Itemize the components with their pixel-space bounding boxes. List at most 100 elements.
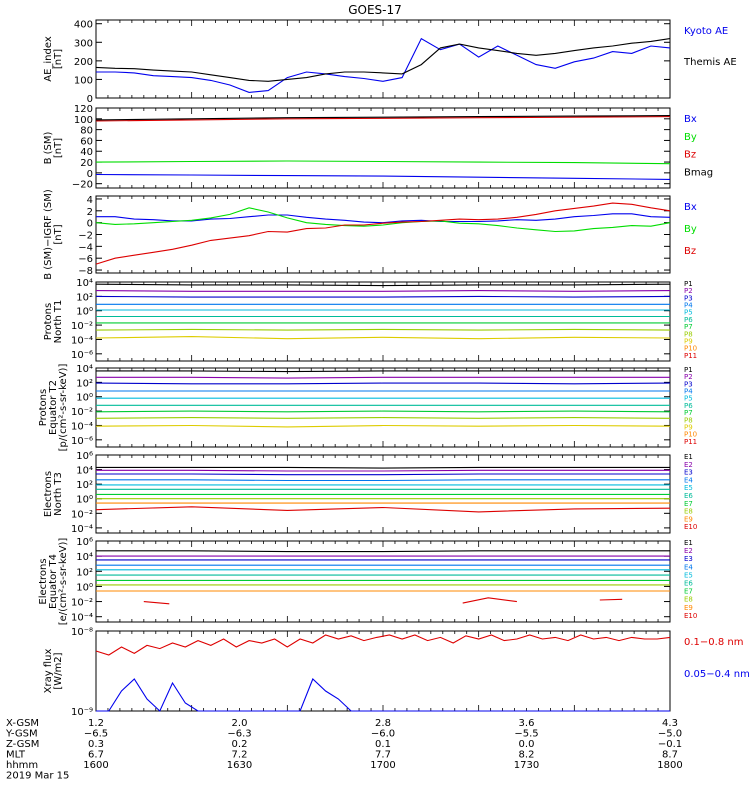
- y-axis-label: Protons: [38, 389, 49, 426]
- y-tick-label: 200: [74, 57, 93, 68]
- legend-entry: P1: [684, 366, 693, 374]
- legend-entry: Bx: [684, 114, 697, 125]
- legend-entry: Bz: [684, 150, 696, 161]
- series-line-Bz: [95, 202, 671, 265]
- series-line-P7: [95, 410, 671, 413]
- y-axis-label: [W/m2]: [53, 652, 64, 689]
- y-tick-label: 10⁻⁴: [71, 335, 93, 346]
- y-tick-label: −8: [78, 266, 93, 277]
- y-tick-label: 10⁰: [76, 307, 93, 318]
- legend-entry: Bx: [684, 202, 697, 213]
- legend-entry: E4: [684, 476, 693, 484]
- x-axis-row-label: X-GSM: [6, 718, 39, 729]
- y-axis-label: North T3: [53, 472, 64, 516]
- series-line-Bmag: [95, 115, 671, 121]
- x-axis-row-label: MLT: [6, 750, 26, 761]
- x-axis-value: 1600: [83, 760, 108, 771]
- y-axis-label: [p/(cm²-s-sr-keV)]: [58, 364, 69, 452]
- y-tick-label: 10⁴: [76, 364, 93, 375]
- x-axis-value: 7.2: [232, 750, 248, 761]
- series-line-E10: [95, 506, 671, 513]
- y-axis-label: [nT]: [53, 224, 64, 244]
- panel-bdiff: 420−2−4−6−8 B (SM)−IGRF (SM) [nT] Bx By Bz: [43, 189, 697, 280]
- x-axis-row-label: Y-GSM: [5, 729, 38, 740]
- y-tick-label: 10⁻²: [71, 598, 93, 609]
- y-tick-label: 10⁴: [76, 278, 93, 289]
- legend-entry: E4: [684, 563, 693, 571]
- y-tick-label: 10⁴: [76, 466, 93, 477]
- legend-entry: P9: [684, 423, 693, 431]
- x-axis-row-label: hhmm: [6, 760, 38, 771]
- series-line-P1: [96, 370, 670, 373]
- chart-title: GOES-17: [348, 3, 402, 17]
- legend-entry: P9: [684, 337, 693, 345]
- y-axis-label: [nT]: [53, 49, 64, 69]
- y-axis-label: Equator T2: [48, 380, 59, 435]
- legend-entry: P3: [684, 380, 693, 388]
- y-tick-label: 10⁻⁴: [71, 613, 93, 624]
- legend-entry: Bz: [684, 246, 696, 257]
- legend-entry: P4: [684, 388, 693, 396]
- y-tick-label: 400: [74, 20, 93, 31]
- legend-entry: By: [684, 224, 697, 235]
- y-tick-label: 10⁰: [76, 495, 93, 506]
- y-tick-label: 10⁰: [76, 393, 93, 404]
- x-axis-value: 1.2: [88, 718, 104, 729]
- series-line-P8: [95, 417, 671, 419]
- legend-entry: E8: [684, 508, 693, 516]
- y-tick-label: 10⁶: [76, 451, 93, 462]
- legend-entry: P10: [684, 431, 697, 439]
- x-axis-value: 8.7: [662, 750, 678, 761]
- y-tick-label: 0: [87, 219, 93, 230]
- legend-entry: Bmag: [684, 167, 713, 178]
- legend-entry: P5: [684, 309, 693, 317]
- legend-entry: E7: [684, 500, 693, 508]
- series-line-Bz: [95, 116, 671, 122]
- y-tick-label: 10⁻⁴: [71, 421, 93, 432]
- y-axis-label: Protons: [43, 303, 54, 340]
- legend-entry: By: [684, 132, 697, 143]
- legend-entry: P4: [684, 302, 693, 310]
- legend-entry: 0.1−0.8 nm: [684, 637, 743, 648]
- y-tick-label: 10⁻²: [71, 407, 93, 418]
- legend-entry: E2: [684, 461, 693, 469]
- y-tick-label: 10⁻⁶: [71, 350, 93, 361]
- x-axis-value: 6.7: [88, 750, 104, 761]
- panel-frame: [95, 281, 671, 362]
- x-axis-value: 1700: [370, 760, 395, 771]
- series-line-0-1-0-8-nm: [95, 634, 671, 656]
- legend-entry: E6: [684, 492, 693, 500]
- y-axis-label: AE_index: [43, 36, 54, 82]
- legend-entry: E1: [684, 539, 693, 547]
- series-line-fragment: [143, 601, 170, 605]
- x-axis-value: 3.6: [519, 718, 535, 729]
- y-axis-label: [e/(cm²-s-sr-keV)]: [58, 538, 69, 626]
- x-axis-value: 7.7: [375, 750, 391, 761]
- y-tick-label: 4: [87, 195, 93, 206]
- series-line-P2: [96, 376, 670, 379]
- y-tick-label: 10²: [76, 567, 93, 578]
- y-tick-label: 10²: [76, 292, 93, 303]
- legend-entry: E3: [684, 469, 693, 477]
- series-line-P9: [95, 336, 671, 340]
- x-axis-value: −6.0: [371, 729, 395, 740]
- panel-frame: [95, 19, 671, 99]
- y-tick-label: 10⁶: [76, 537, 93, 548]
- series-line-fragment: [599, 598, 623, 601]
- legend-entry: P6: [684, 316, 693, 324]
- panel-pequator: 10⁴ 10² 10⁰ 10⁻² 10⁻⁴ 10⁻⁶ Protons Equator T2 [p…: [38, 364, 697, 452]
- x-axis-value: −6.5: [84, 729, 108, 740]
- series-line-0-05-0-4-nm: [96, 678, 670, 712]
- x-axis-value: −0.1: [658, 739, 682, 750]
- series-line-P9: [95, 424, 671, 428]
- y-axis-label: Electrons: [43, 471, 54, 517]
- legend-entry: E2: [684, 547, 693, 555]
- y-tick-label: 10²: [76, 378, 93, 389]
- legend-entry: 0.05−0.4 nm: [684, 669, 750, 680]
- legend-entry: E5: [684, 571, 693, 579]
- legend-entry: E1: [684, 453, 693, 461]
- series-line-E2: [96, 469, 670, 472]
- series-line-Bx: [95, 173, 671, 180]
